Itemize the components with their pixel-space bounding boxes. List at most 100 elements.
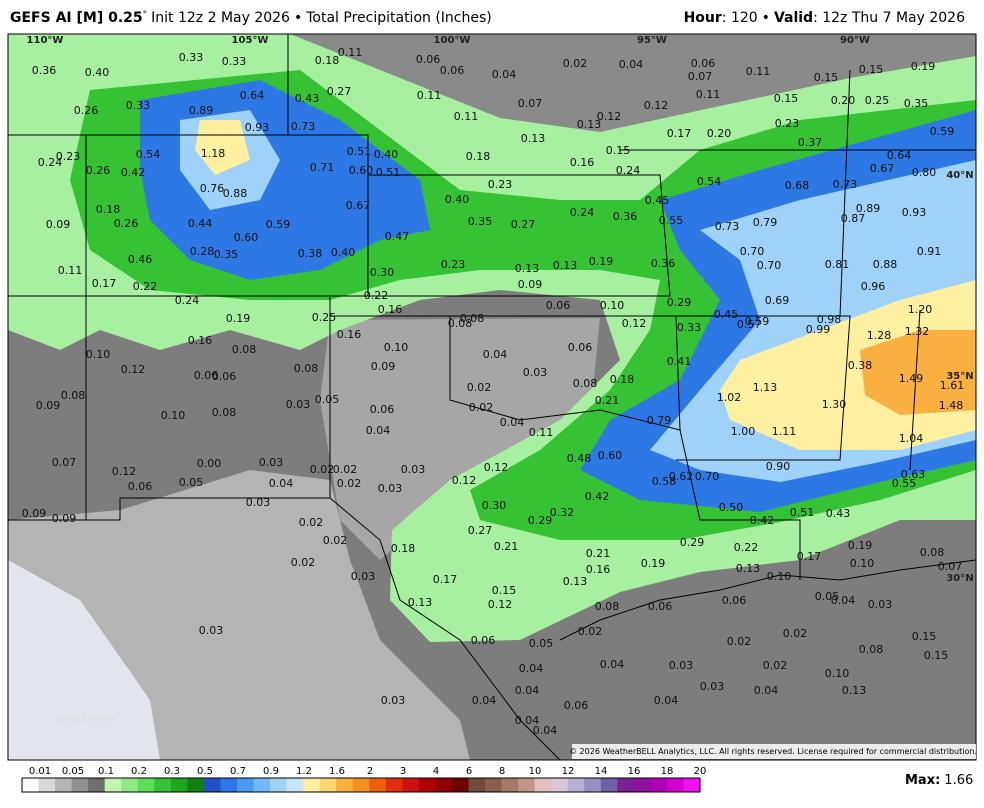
- max: Max: 1.66: [905, 773, 973, 788]
- precip-value: 0.54: [136, 148, 161, 161]
- precip-value: 0.08: [448, 317, 473, 330]
- colorbar-swatch: [319, 778, 337, 792]
- precip-value: 0.28: [190, 245, 215, 258]
- precip-value: 0.42: [585, 490, 610, 503]
- colorbar-swatch: [435, 778, 453, 792]
- precip-value: 0.06: [546, 299, 571, 312]
- precip-value: 0.46: [128, 253, 153, 266]
- precip-value: 0.06: [212, 370, 237, 383]
- precip-value: 0.04: [472, 694, 497, 707]
- colorbar-swatch: [683, 778, 701, 792]
- precip-value: 1.20: [908, 303, 933, 316]
- colorbar-swatch: [154, 778, 172, 792]
- precip-value: 0.03: [669, 659, 694, 672]
- precip-value: 0.59: [745, 315, 770, 328]
- colorbar-swatch: [104, 778, 122, 792]
- precip-value: 0.03: [351, 570, 376, 583]
- precip-value: 1.02: [717, 391, 742, 404]
- precip-value: 0.10: [86, 348, 111, 361]
- precip-value: 0.16: [188, 334, 213, 347]
- precip-value: 0.13: [736, 562, 761, 575]
- precip-value: 0.35: [214, 248, 239, 261]
- precip-value: 0.24: [616, 164, 641, 177]
- precip-value: 0.15: [774, 92, 799, 105]
- colorbar-label: 0.5: [197, 766, 213, 777]
- precip-value: 0.70: [757, 259, 782, 272]
- precip-value: 0.89: [856, 202, 881, 215]
- precip-value: 0.11: [338, 46, 363, 59]
- precip-value: 0.29: [528, 514, 553, 527]
- colorbar-swatch: [253, 778, 271, 792]
- precip-value: 0.40: [85, 66, 110, 79]
- colorbar-label: 18: [661, 766, 674, 777]
- precip-value: 0.02: [333, 463, 358, 476]
- precip-value: 0.60: [234, 231, 259, 244]
- precip-value: 0.06: [648, 600, 673, 613]
- precip-value: 0.90: [766, 460, 791, 473]
- precip-value: 0.96: [861, 280, 886, 293]
- precip-value: 0.26: [114, 217, 139, 230]
- colorbar-swatch: [220, 778, 238, 792]
- colorbar-swatch: [170, 778, 188, 792]
- precip-value: 0.29: [680, 536, 705, 549]
- precip-value: 0.08: [573, 377, 598, 390]
- precip-value: 0.08: [232, 343, 257, 356]
- precip-value: 0.24: [175, 294, 200, 307]
- precip-value: 0.60: [598, 449, 623, 462]
- latitude-label: 40°N: [946, 170, 973, 181]
- precip-value: 0.13: [563, 575, 588, 588]
- precip-value: 0.18: [96, 203, 121, 216]
- precip-value: 0.10: [161, 409, 186, 422]
- colorbar-swatch: [501, 778, 519, 792]
- precip-value: 0.18: [391, 542, 416, 555]
- precip-value: 0.04: [515, 684, 540, 697]
- colorbar-label: 3: [400, 766, 406, 777]
- precip-value: 0.32: [550, 506, 575, 519]
- colorbar-swatch: [551, 778, 569, 792]
- precip-value: 0.03: [868, 598, 893, 611]
- hour-label: Hour: [684, 10, 722, 26]
- colorbar-label: 0.9: [263, 766, 279, 777]
- colorbar-label: 12: [562, 766, 575, 777]
- precip-value: 0.08: [920, 546, 945, 559]
- precip-value: 0.04: [515, 714, 540, 727]
- precip-value: 1.48: [939, 399, 964, 412]
- precip-value: 0.59: [266, 218, 291, 231]
- colorbar-swatch: [402, 778, 420, 792]
- precip-value: 0.04: [533, 724, 558, 737]
- colorbar-swatch: [286, 778, 304, 792]
- precip-value: 0.35: [904, 97, 929, 110]
- precip-value: 0.26: [86, 164, 111, 177]
- precip-value: 0.88: [873, 258, 898, 271]
- precip-value: 0.10: [825, 667, 850, 680]
- colorbar-frame: [21, 777, 701, 793]
- precip-value: 0.44: [188, 217, 213, 230]
- precip-value: 0.38: [298, 247, 323, 260]
- precip-value: 1.30: [822, 398, 847, 411]
- precip-value: 0.20: [707, 127, 732, 140]
- precip-value: 0.17: [433, 573, 458, 586]
- logo: WeatherBell: [55, 714, 116, 725]
- precip-value: 0.03: [381, 694, 406, 707]
- precip-value: 0.12: [112, 465, 137, 478]
- precip-value: 0.15: [859, 63, 884, 76]
- latitude-label: 35°N: [946, 371, 973, 382]
- precip-value: 0.06: [722, 594, 747, 607]
- precip-value: 0.10: [850, 557, 875, 570]
- precip-value: 0.04: [519, 662, 544, 675]
- precip-value: 0.00: [197, 457, 222, 470]
- precip-value: 0.09: [36, 399, 61, 412]
- precip-value: 0.51: [347, 145, 372, 158]
- precip-value: 0.13: [842, 684, 867, 697]
- precip-value: 0.07: [938, 560, 963, 573]
- precip-value: 1.32: [905, 325, 930, 338]
- precip-value: 0.12: [597, 110, 622, 123]
- precip-value: 0.16: [337, 328, 362, 341]
- precip-value: 0.19: [911, 60, 936, 73]
- precip-value: 0.33: [677, 321, 702, 334]
- precip-value: 0.38: [848, 359, 873, 372]
- colorbar-label: 0.3: [164, 766, 180, 777]
- precip-value: 0.67: [346, 199, 371, 212]
- colorbar-swatch: [567, 778, 585, 792]
- precip-value: 0.30: [482, 499, 507, 512]
